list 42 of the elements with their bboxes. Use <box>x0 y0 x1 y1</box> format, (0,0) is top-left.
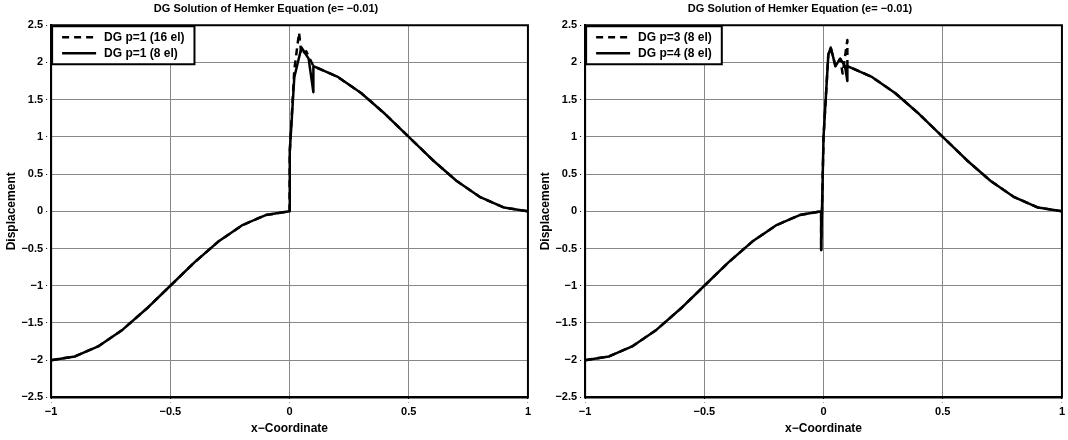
x-tick-label: −0.5 <box>159 405 182 418</box>
y-tick-label: −1.5 <box>555 315 578 328</box>
y-tick-label: −0.5 <box>21 241 44 254</box>
y-tick-label: −2 <box>564 353 578 366</box>
y-tick-label: −1.5 <box>21 315 44 328</box>
legend-label: DG p=1 (16 el) <box>104 29 185 44</box>
y-tick-label: 2 <box>570 55 578 68</box>
y-tick-label: 1 <box>36 129 44 142</box>
x-tick-label: −0.5 <box>693 405 716 418</box>
y-tick-label: −2 <box>30 353 44 366</box>
y-tick-label: 1.5 <box>27 92 44 105</box>
y-tick-label: 0 <box>570 204 578 217</box>
y-tick-label: 2.5 <box>561 18 578 31</box>
y-tick-label: 2 <box>36 55 44 68</box>
chart-title: DG Solution of Hemker Equation (e= −0.01) <box>153 1 379 14</box>
x-tick-label: 0.5 <box>401 405 417 418</box>
x-tick-label: 1 <box>524 405 531 418</box>
y-tick-label: 2.5 <box>27 18 44 31</box>
legend-label: DG p=4 (8 el) <box>638 45 712 60</box>
y-tick-label: −1 <box>564 278 578 291</box>
x-tick-label: 1 <box>1058 405 1065 418</box>
y-tick-label: 0.5 <box>27 167 44 180</box>
legend-label: DG p=3 (8 el) <box>638 29 712 44</box>
y-axis-title: Displacement <box>537 172 552 251</box>
y-tick-label: 0.5 <box>561 167 578 180</box>
x-tick-label: −1 <box>44 405 58 418</box>
x-tick-label: 0.5 <box>935 405 951 418</box>
x-tick-label: 0 <box>820 405 827 418</box>
y-tick-label: 0 <box>36 204 44 217</box>
y-tick-label: −0.5 <box>555 241 578 254</box>
y-tick-label: 1.5 <box>561 92 578 105</box>
y-tick-label: −1 <box>30 278 44 291</box>
x-tick-label: 0 <box>286 405 293 418</box>
y-axis-title: Displacement <box>3 172 18 251</box>
y-tick-label: −2.5 <box>21 390 44 403</box>
chart-title: DG Solution of Hemker Equation (e= −0.01) <box>687 1 913 14</box>
y-tick-label: −2.5 <box>555 390 578 403</box>
x-axis-title: x−Coordinate <box>785 421 863 436</box>
x-axis-title: x−Coordinate <box>251 421 329 436</box>
legend-label: DG p=1 (8 el) <box>104 45 178 60</box>
y-tick-label: 1 <box>570 129 578 142</box>
x-tick-label: −1 <box>578 405 592 418</box>
